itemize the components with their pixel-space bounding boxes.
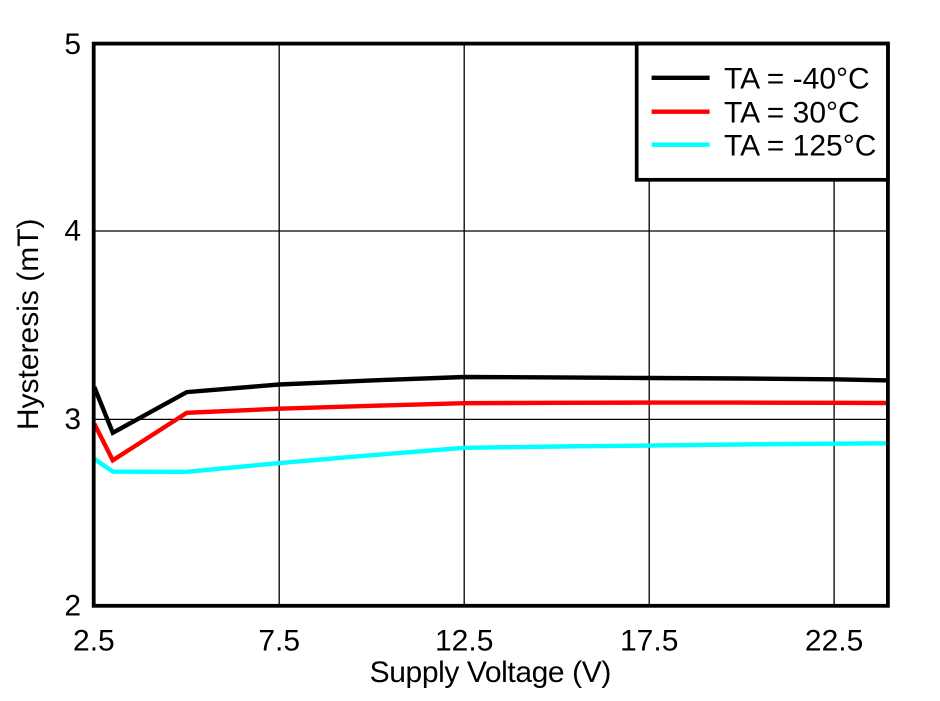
svg-text:2.5: 2.5: [73, 624, 115, 657]
svg-text:4: 4: [64, 215, 81, 248]
svg-text:3: 3: [64, 403, 81, 436]
svg-text:5: 5: [64, 28, 81, 61]
svg-text:7.5: 7.5: [258, 624, 300, 657]
svg-text:TA = 30°C: TA = 30°C: [724, 97, 860, 130]
svg-text:2: 2: [64, 590, 81, 623]
svg-text:17.5: 17.5: [620, 624, 678, 657]
svg-text:Hysteresis (mT): Hysteresis (mT): [12, 218, 45, 430]
svg-text:22.5: 22.5: [805, 624, 863, 657]
svg-text:TA = -40°C: TA = -40°C: [724, 63, 870, 96]
svg-text:TA = 125°C: TA = 125°C: [724, 130, 876, 163]
svg-text:12.5: 12.5: [435, 624, 493, 657]
svg-text:Supply Voltage (V): Supply Voltage (V): [370, 656, 611, 689]
